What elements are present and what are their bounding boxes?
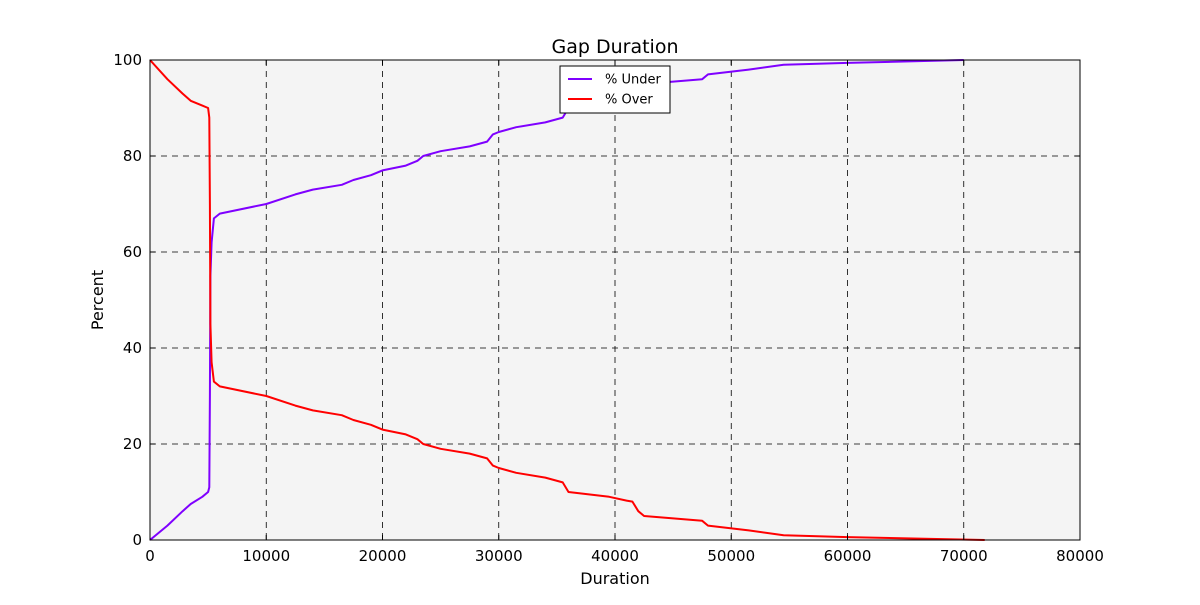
y-tick-label: 20 xyxy=(123,435,142,453)
x-tick-label: 30000 xyxy=(475,547,523,565)
legend: % Under % Over xyxy=(559,65,671,114)
y-tick-label: 40 xyxy=(123,339,142,357)
y-tick-label: 0 xyxy=(132,531,142,549)
legend-label-under: % Under xyxy=(605,73,661,88)
legend-box xyxy=(559,65,671,114)
legend-label-over: % Over xyxy=(605,93,653,108)
y-axis-title: Percent xyxy=(88,270,107,330)
x-tick-label: 50000 xyxy=(707,547,755,565)
y-tick-label: 60 xyxy=(123,243,142,261)
x-tick-label: 80000 xyxy=(1056,547,1104,565)
tick-labels: 0 10000 20000 30000 40000 50000 60000 70000 8000… xyxy=(113,51,1104,565)
axis-ticks xyxy=(149,59,1081,541)
x-axis-title: Duration xyxy=(580,569,650,588)
series-line-over xyxy=(149,59,985,541)
x-tick-label: 10000 xyxy=(242,547,290,565)
x-tick-label: 20000 xyxy=(359,547,407,565)
y-tick-label: 100 xyxy=(113,51,142,69)
x-tick-label: 40000 xyxy=(591,547,639,565)
grid-lines xyxy=(150,60,1080,540)
x-tick-label: 60000 xyxy=(824,547,872,565)
x-tick-label: 70000 xyxy=(940,547,988,565)
chart-title: Gap Duration xyxy=(552,36,679,58)
x-tick-label: 0 xyxy=(145,547,155,565)
y-tick-label: 80 xyxy=(123,147,142,165)
